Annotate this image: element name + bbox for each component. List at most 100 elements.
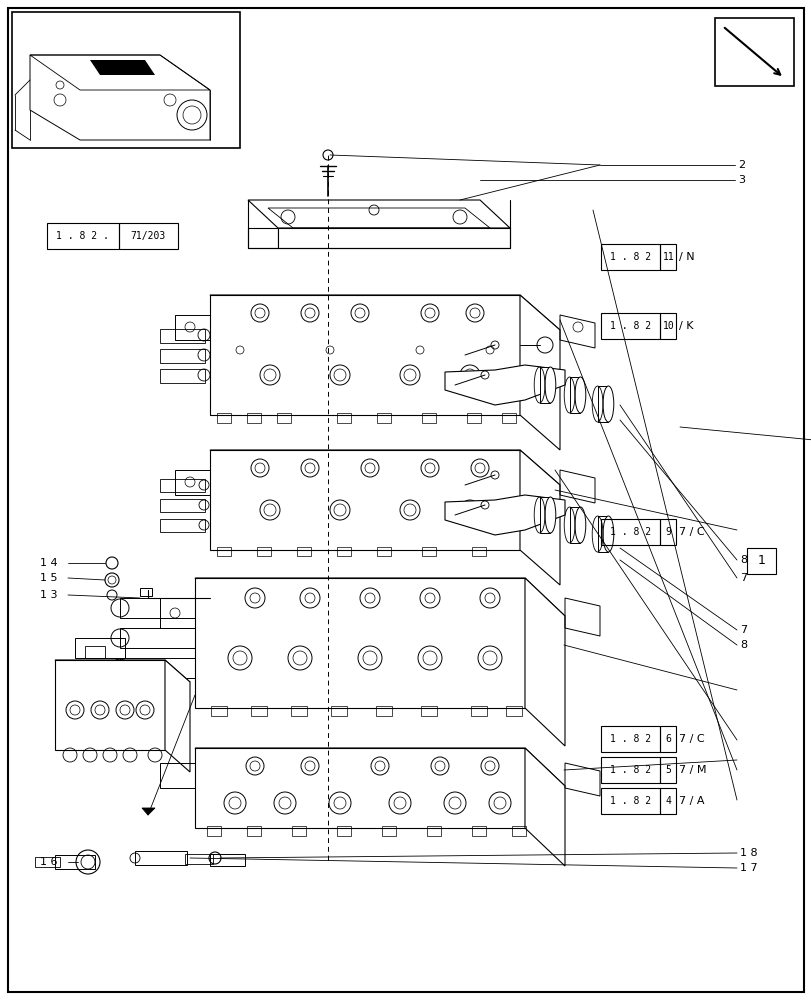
Bar [160, 329, 204, 343]
Bar [659, 788, 676, 814]
Bar [420, 706, 436, 716]
Bar [297, 547, 311, 556]
Polygon shape [210, 450, 560, 485]
Polygon shape [195, 748, 525, 828]
Ellipse shape [574, 377, 585, 413]
Text: 5: 5 [664, 765, 671, 775]
Bar [659, 313, 676, 339]
Text: 1 . 8 2: 1 . 8 2 [609, 734, 650, 744]
Polygon shape [519, 295, 560, 450]
Ellipse shape [603, 386, 613, 422]
Bar [160, 369, 204, 383]
Text: 1 6: 1 6 [40, 857, 58, 867]
Bar [470, 706, 487, 716]
Text: 1 . 8 2: 1 . 8 2 [609, 321, 650, 331]
Text: 1 8: 1 8 [739, 848, 757, 858]
Bar [55, 855, 95, 869]
Bar [375, 706, 392, 716]
Text: 1 . 8 2: 1 . 8 2 [609, 252, 650, 262]
Polygon shape [569, 377, 580, 413]
Ellipse shape [603, 516, 613, 552]
Polygon shape [277, 228, 509, 248]
Polygon shape [444, 495, 564, 535]
Polygon shape [210, 450, 519, 550]
Text: 7 / C: 7 / C [679, 527, 704, 537]
Ellipse shape [574, 507, 585, 543]
Text: 7 / A: 7 / A [679, 796, 704, 806]
Text: 3: 3 [737, 175, 744, 185]
Bar [160, 349, 204, 363]
Text: 7 / M: 7 / M [679, 765, 706, 775]
Polygon shape [210, 295, 560, 330]
Bar [471, 826, 486, 836]
Bar [422, 547, 436, 556]
Bar [292, 826, 306, 836]
Text: 1 5: 1 5 [40, 573, 58, 583]
Text: 1 4: 1 4 [40, 558, 58, 568]
Bar [746, 548, 775, 574]
Polygon shape [444, 365, 564, 405]
Text: 1 3: 1 3 [40, 590, 58, 600]
Text: 7: 7 [739, 625, 746, 635]
Bar [135, 851, 187, 865]
Polygon shape [195, 748, 564, 786]
Bar [185, 854, 212, 864]
Bar [120, 628, 195, 648]
Bar [139, 588, 152, 596]
Polygon shape [90, 60, 155, 75]
Text: 6: 6 [664, 734, 671, 744]
Bar [600, 519, 659, 545]
Bar [427, 826, 440, 836]
Text: 1 7: 1 7 [739, 863, 757, 873]
Polygon shape [247, 200, 509, 228]
Bar [471, 547, 486, 556]
Polygon shape [525, 748, 564, 866]
Polygon shape [142, 808, 155, 815]
Polygon shape [195, 578, 525, 708]
Bar [160, 479, 204, 492]
Polygon shape [569, 507, 580, 543]
Bar [600, 313, 659, 339]
Polygon shape [165, 660, 190, 772]
Polygon shape [539, 497, 550, 533]
Bar [247, 413, 260, 423]
Bar [337, 547, 350, 556]
Bar [422, 413, 436, 423]
Text: 1: 1 [757, 554, 765, 568]
Text: 7 / C: 7 / C [679, 734, 704, 744]
Bar [257, 547, 271, 556]
Bar [160, 519, 204, 532]
Polygon shape [195, 578, 564, 616]
Bar [251, 706, 267, 716]
Bar [217, 547, 230, 556]
Bar [118, 223, 178, 249]
Bar [120, 598, 195, 618]
Bar [501, 413, 515, 423]
Bar [290, 706, 307, 716]
Bar [659, 519, 676, 545]
Bar [47, 223, 118, 249]
Polygon shape [55, 660, 165, 750]
Text: 2: 2 [737, 160, 744, 170]
Polygon shape [55, 660, 190, 682]
Polygon shape [597, 386, 607, 422]
Text: 8: 8 [739, 555, 746, 565]
Text: / N: / N [679, 252, 694, 262]
Ellipse shape [544, 367, 555, 403]
Bar [331, 706, 346, 716]
Text: 4: 4 [664, 796, 671, 806]
Text: 7: 7 [739, 573, 746, 583]
Bar [376, 547, 391, 556]
Text: 10: 10 [662, 321, 673, 331]
Bar [659, 244, 676, 270]
Text: 9: 9 [664, 527, 671, 537]
Polygon shape [247, 228, 277, 248]
Bar [381, 826, 396, 836]
Polygon shape [525, 578, 564, 746]
Text: 1 . 8 2 .: 1 . 8 2 . [56, 231, 109, 241]
Bar [337, 413, 350, 423]
Bar [85, 646, 105, 658]
Bar [512, 826, 526, 836]
Bar [210, 854, 245, 866]
Polygon shape [210, 295, 519, 415]
